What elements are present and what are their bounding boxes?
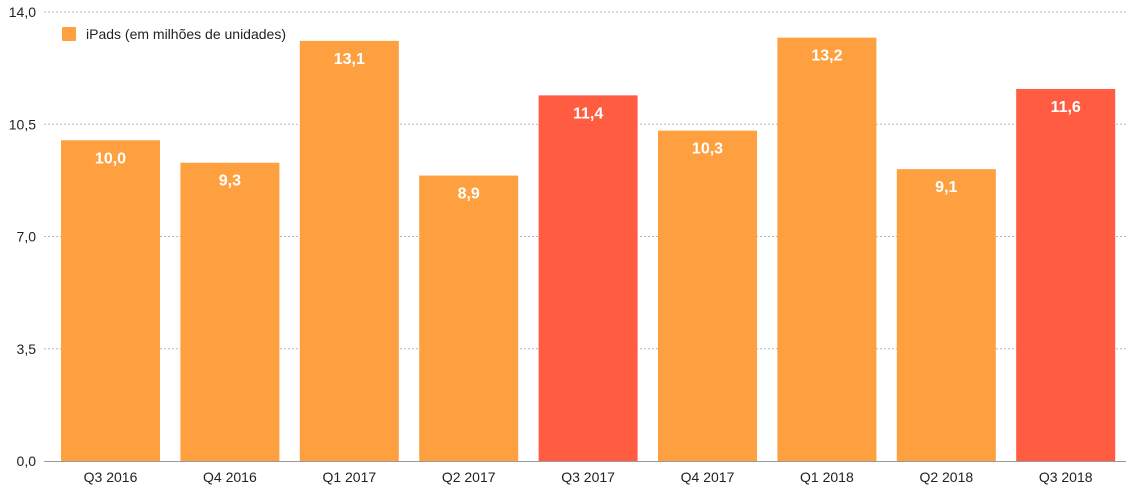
data-label: 13,1: [334, 51, 365, 68]
bar: [180, 162, 280, 461]
bar: [896, 169, 996, 461]
data-label: 11,6: [1051, 99, 1081, 116]
bar: [299, 40, 399, 461]
axes: 0,0 3,5 7,0 10,5 14,0 Q3 2016 Q4 2016 Q1 2017 Q2…: [9, 4, 1126, 485]
data-label: 9,1: [935, 179, 957, 196]
legend-swatch: [62, 27, 76, 41]
x-tick-label: Q3 2016: [84, 469, 138, 485]
bar: [658, 130, 757, 461]
y-tick-label: 3,5: [17, 341, 37, 357]
x-tick-label: Q4 2016: [203, 469, 257, 485]
x-tick-label: Q3 2017: [561, 469, 615, 485]
x-tick-label: Q1 2018: [800, 469, 854, 485]
y-tick-label: 0,0: [17, 453, 37, 469]
x-tick-label: Q3 2018: [1039, 469, 1093, 485]
data-label: 10,0: [95, 150, 126, 167]
x-tick-label: Q1 2017: [322, 469, 376, 485]
legend: iPads (em milhões de unidades): [62, 26, 286, 42]
y-tick-label: 7,0: [17, 229, 37, 245]
bars: [61, 37, 1116, 462]
bar: [419, 175, 519, 462]
legend-label: iPads (em milhões de unidades): [86, 26, 286, 42]
bar: [538, 95, 638, 461]
data-label: 13,2: [811, 48, 842, 65]
data-label: 10,3: [692, 141, 723, 158]
data-label: 11,4: [573, 105, 603, 122]
y-tick-label: 10,5: [9, 116, 36, 132]
bar: [61, 140, 160, 462]
y-tick-label: 14,0: [9, 4, 36, 20]
bar: [777, 37, 877, 462]
x-tick-label: Q2 2017: [442, 469, 496, 485]
bar: [1016, 88, 1116, 461]
x-tick-label: Q2 2018: [919, 469, 973, 485]
data-labels: 10,0 9,3 13,1 8,9 11,4 10,3 13,2 9,1 11,6: [95, 48, 1081, 203]
data-label: 9,3: [219, 173, 241, 190]
x-tick-label: Q4 2017: [681, 469, 735, 485]
data-label: 8,9: [458, 186, 480, 203]
